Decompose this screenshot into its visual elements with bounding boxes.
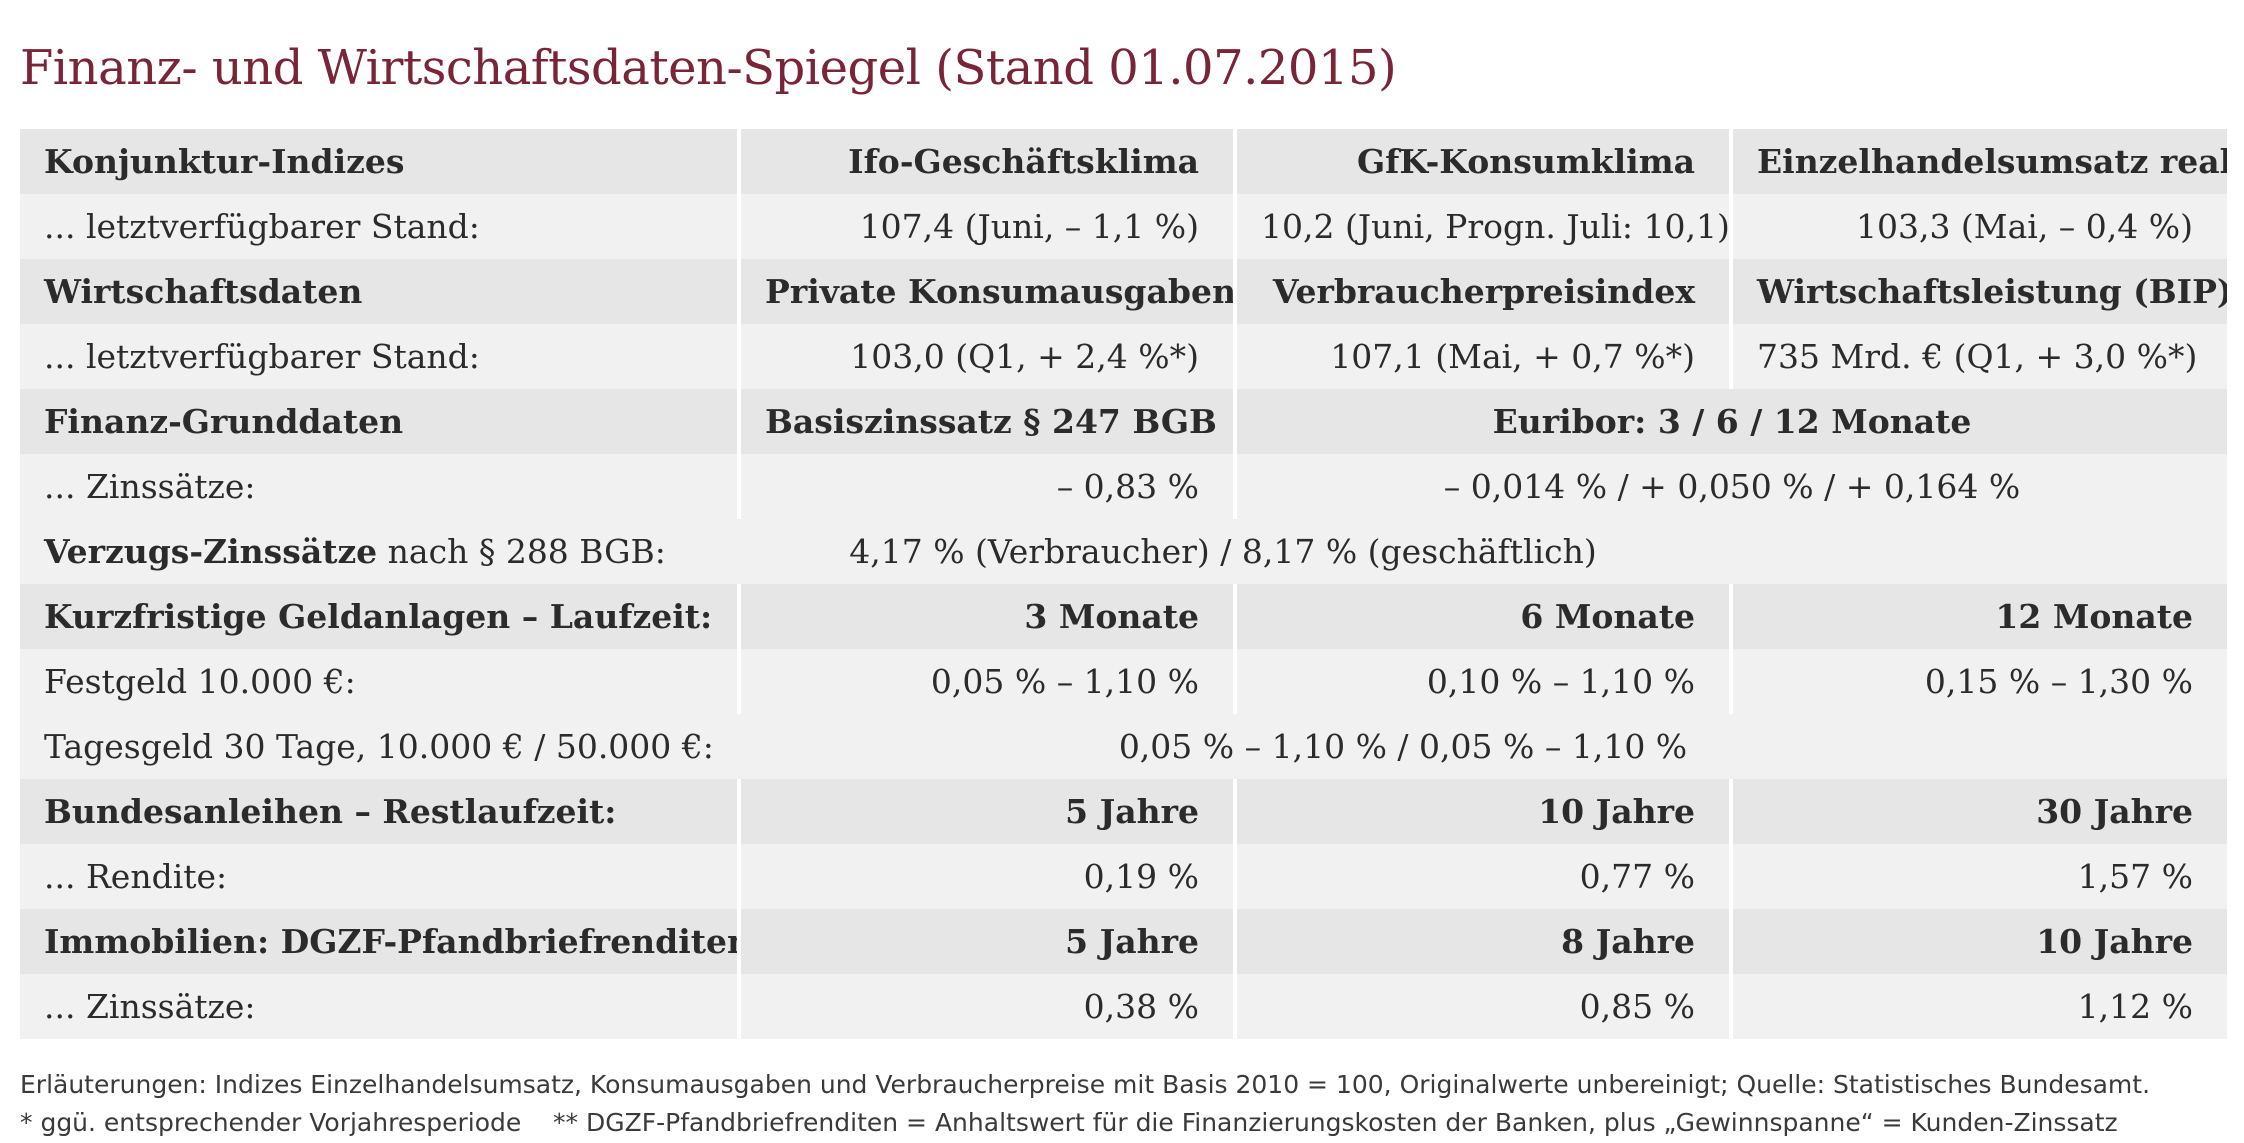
row-label: ... letztverfügbarer Stand: [20,324,741,389]
row-label: Immobilien: DGZF-Pfandbriefrenditen** [20,909,741,974]
table-cell: 30 Jahre [1731,779,2227,844]
table-cell: 10,2 (Juni, Progn. Juli: 10,1) [1235,194,1733,259]
row-label-bold: Verzugs-Zinssätze [44,532,378,571]
table-cell: GfK-Konsumklima [1235,129,1733,194]
table-cell: 0,15 % – 1,30 % [1731,649,2227,714]
table-row: ... letztverfügbarer Stand: 107,4 (Juni,… [20,194,2227,259]
row-label: Finanz-Grunddaten [20,389,741,454]
table-row: Finanz-Grunddaten Basiszinssatz § 247 BG… [20,389,2227,454]
table-row: Verzugs-Zinssätze nach § 288 BGB: 4,17 %… [20,519,2227,584]
table-cell: 5 Jahre [739,779,1237,844]
table-cell: Einzelhandelsumsatz real [1731,129,2227,194]
table-cell-merged: – 0,014 % / + 0,050 % / + 0,164 % [1235,454,2227,519]
table-row: ... letztverfügbarer Stand: 103,0 (Q1, +… [20,324,2227,389]
table-cell-merged: 0,05 % – 1,10 % / 0,05 % – 1,10 % [739,714,2227,779]
table-row: Immobilien: DGZF-Pfandbriefrenditen** 5 … [20,909,2227,974]
table-cell: Private Konsumausgaben [739,259,1237,324]
table-cell: 0,05 % – 1,10 % [739,649,1237,714]
table-cell: 6 Monate [1235,584,1733,649]
table-cell: – 0,83 % [739,454,1237,519]
table-cell: 12 Monate [1731,584,2227,649]
table-cell: 107,4 (Juni, – 1,1 %) [739,194,1237,259]
table-cell: 8 Jahre [1235,909,1733,974]
table-cell: 1,57 % [1731,844,2227,909]
table-cell-merged: Euribor: 3 / 6 / 12 Monate [1235,389,2227,454]
row-label-rest: nach § 288 BGB: [377,532,666,571]
row-label: Wirtschaftsdaten [20,259,741,324]
row-label: Kurzfristige Geldanlagen – Laufzeit: [20,584,741,649]
table-cell: 0,77 % [1235,844,1733,909]
table-row: Festgeld 10.000 €: 0,05 % – 1,10 % 0,10 … [20,649,2227,714]
financial-data-table: Konjunktur-Indizes Ifo-Geschäftsklima Gf… [20,129,2227,1039]
table-row: Kurzfristige Geldanlagen – Laufzeit: 3 M… [20,584,2227,649]
row-label: Bundesanleihen – Restlaufzeit: [20,779,741,844]
table-row: ... Rendite: 0,19 % 0,77 % 1,57 % [20,844,2227,909]
table-row: Wirtschaftsdaten Private Konsumausgaben … [20,259,2227,324]
table-row: Konjunktur-Indizes Ifo-Geschäftsklima Gf… [20,129,2227,194]
row-label: Konjunktur-Indizes [20,129,741,194]
row-label: ... letztverfügbarer Stand: [20,194,741,259]
table-cell: 10 Jahre [1235,779,1733,844]
row-label: Verzugs-Zinssätze nach § 288 BGB: [20,519,739,584]
table-row: Tagesgeld 30 Tage, 10.000 € / 50.000 €: … [20,714,2227,779]
table-row: ... Zinssätze: – 0,83 % – 0,014 % / + 0,… [20,454,2227,519]
footnotes: Erläuterungen: Indizes Einzelhandelsumsa… [20,1066,2150,1142]
table-cell: Basiszinssatz § 247 BGB [739,389,1237,454]
table-cell-merged: 4,17 % (Verbraucher) / 8,17 % (geschäftl… [739,519,2227,584]
table-cell: 5 Jahre [739,909,1237,974]
table-cell: 1,12 % [1731,974,2227,1039]
table-row: Bundesanleihen – Restlaufzeit: 5 Jahre 1… [20,779,2227,844]
table-row: ... Zinssätze: 0,38 % 0,85 % 1,12 % [20,974,2227,1039]
table-cell: 103,0 (Q1, + 2,4 %*) [739,324,1237,389]
row-label: ... Rendite: [20,844,741,909]
table-cell: 0,38 % [739,974,1237,1039]
row-label: Tagesgeld 30 Tage, 10.000 € / 50.000 €: [20,714,739,779]
footnote-explanations: Erläuterungen: Indizes Einzelhandelsumsa… [20,1070,2151,1099]
table-cell: 735 Mrd. € (Q1, + 3,0 %*) [1731,324,2227,389]
table-cell: 10 Jahre [1731,909,2227,974]
table-cell: Verbraucherpreisindex [1235,259,1733,324]
table-cell: 0,85 % [1235,974,1733,1039]
row-label: ... Zinssätze: [20,454,741,519]
table-cell: 107,1 (Mai, + 0,7 %*) [1235,324,1733,389]
footnote-legend: * ggü. entsprechender Vorjahresperiode *… [20,1108,2118,1137]
row-label: Festgeld 10.000 €: [20,649,741,714]
table-cell: Ifo-Geschäftsklima [739,129,1237,194]
table-cell: 0,19 % [739,844,1237,909]
row-label: ... Zinssätze: [20,974,741,1039]
table-cell: 0,10 % – 1,10 % [1235,649,1733,714]
page-title: Finanz- und Wirtschaftsdaten-Spiegel (St… [20,40,1397,96]
table-cell: 3 Monate [739,584,1237,649]
table-cell: 103,3 (Mai, – 0,4 %) [1731,194,2227,259]
table-cell: Wirtschaftsleistung (BIP) [1731,259,2227,324]
